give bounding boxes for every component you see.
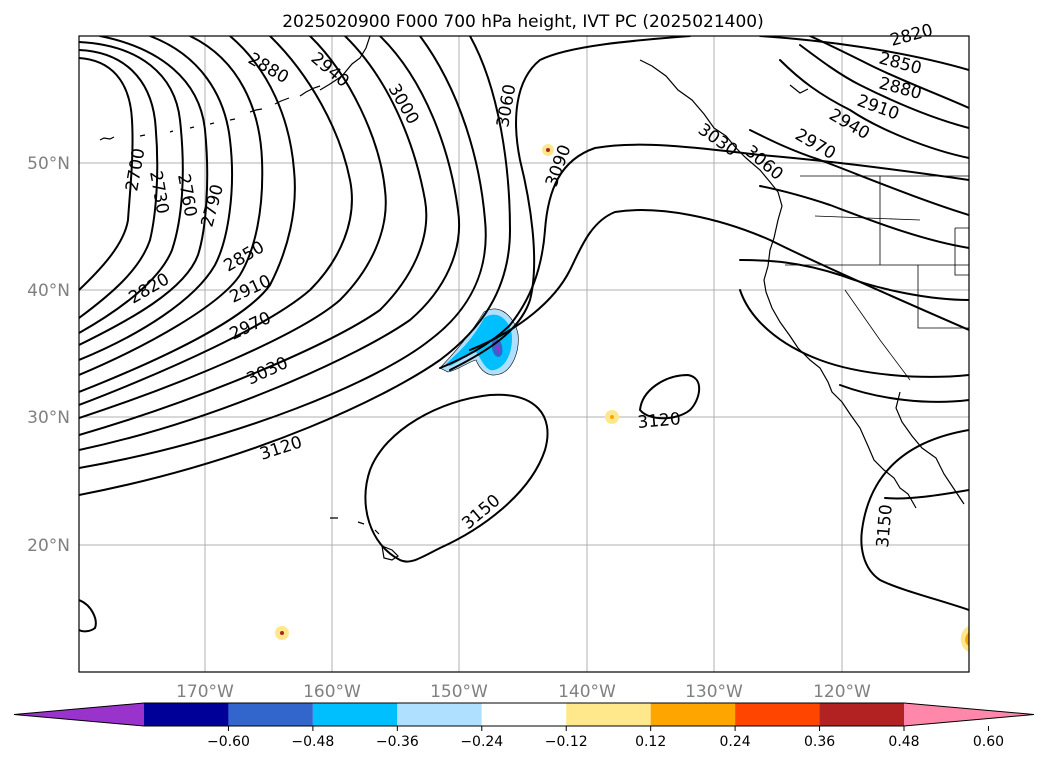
colorbar-outline: [13, 702, 1035, 727]
lon-label: 160°W: [303, 682, 361, 702]
height-contours: [79, 36, 969, 633]
colorbar-segment: [481, 703, 567, 726]
colorbar-tick-label: 0.12: [635, 734, 666, 750]
political-borders: [785, 175, 969, 381]
coastlines: [99, 36, 965, 561]
graticule: [79, 36, 969, 672]
lon-label: 130°W: [685, 682, 743, 702]
lon-label: 150°W: [430, 682, 488, 702]
colorbar-extend-low: [14, 703, 144, 726]
lat-label: 40°N: [27, 281, 70, 301]
colorbar-tick-label: 0.48: [888, 734, 919, 750]
colorbar-tick-label: −0.12: [545, 734, 588, 750]
colorbar: −0.60 −0.48 −0.36 −0.24 −0.12 0.12 0.24 0.36 0.4…: [13, 702, 1035, 750]
colorbar-segment: [228, 703, 313, 726]
ivt-shading: [275, 144, 969, 652]
colorbar-tick-label: 0.36: [804, 734, 835, 750]
colorbar-tick-label: 0.60: [973, 734, 1004, 750]
map-panel: 2820 2850 2880 2910 2940 2970 3030 3060 …: [27, 20, 970, 702]
colorbar-tick-label: 0.24: [720, 734, 751, 750]
colorbar-tick-label: −0.36: [376, 734, 419, 750]
latitude-labels: 50°N 40°N 30°N 20°N: [27, 154, 70, 556]
colorbar-segment: [735, 703, 820, 726]
longitude-labels: 170°W 160°W 150°W 140°W 130°W 120°W: [176, 682, 871, 702]
lat-label: 20°N: [27, 536, 70, 556]
map-title: 2025020900 F000 700 hPa height, IVT PC (…: [282, 12, 764, 32]
colorbar-extend-high: [904, 703, 1034, 726]
lon-label: 120°W: [813, 682, 871, 702]
lat-label: 50°N: [27, 154, 70, 174]
contour-label: 3150: [873, 504, 897, 549]
contour-label: 3120: [637, 409, 682, 433]
colorbar-segment: [566, 703, 651, 726]
colorbar-segment: [819, 703, 904, 726]
colorbar-segment: [397, 703, 482, 726]
lon-label: 170°W: [176, 682, 234, 702]
colorbar-tick-label: −0.60: [207, 734, 250, 750]
lat-label: 30°N: [27, 408, 70, 428]
colorbar-tick-label: −0.24: [460, 734, 503, 750]
colorbar-segment: [650, 703, 736, 726]
colorbar-segment: [144, 703, 229, 726]
lon-label: 140°W: [558, 682, 616, 702]
colorbar-segment: [312, 703, 398, 726]
colorbar-tick-label: −0.48: [291, 734, 334, 750]
